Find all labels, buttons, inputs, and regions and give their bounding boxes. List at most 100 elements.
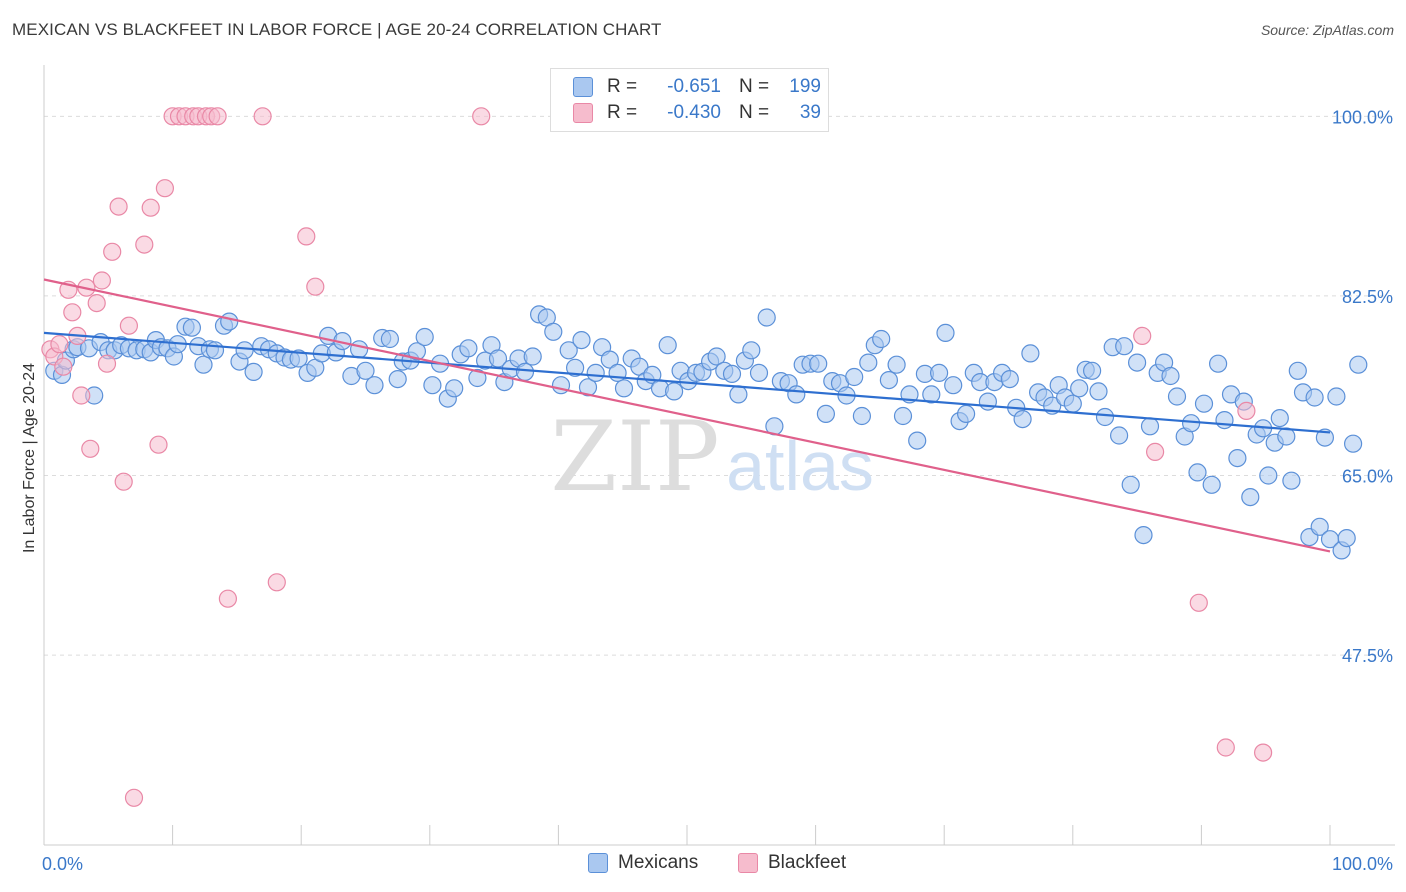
legend-label-mexicans: Mexicans: [618, 852, 699, 873]
y-tick-label-3: 100.0%: [1332, 107, 1393, 127]
legend-n-label: N =: [739, 76, 770, 97]
blackfeet-point-10: [87, 294, 106, 313]
stats-legend: R = -0.651 N = 199 R = -0.430 N = 39: [550, 68, 829, 132]
mexicans-point-118: [879, 371, 899, 390]
mexicans-point-100: [749, 363, 769, 382]
mexicans-point-182: [1305, 388, 1324, 407]
mexicans-point-109: [816, 404, 836, 423]
blackfeet-point-39: [1216, 738, 1235, 757]
mexicans-point-124: [922, 385, 941, 404]
mexicans-point-186: [1327, 387, 1346, 406]
mexicans-point-21: [182, 318, 201, 337]
blackfeet-point-31: [253, 107, 272, 126]
mexicans-point-190: [1349, 355, 1368, 374]
legend-item-blackfeet[interactable]: Blackfeet: [738, 852, 846, 874]
blackfeet-point-40: [1237, 401, 1256, 420]
legend-n-label: N =: [739, 102, 770, 123]
mexicans-point-44: [350, 340, 369, 359]
mexicans-point-114: [852, 406, 872, 426]
legend-n-value-blackfeet: 39: [799, 102, 821, 123]
mexicans-point-79: [600, 350, 619, 369]
mexicans-legend-swatch: [588, 853, 608, 873]
mexicans-point-120: [893, 406, 913, 426]
blackfeet-point-17: [124, 788, 144, 807]
mexicans-point-127: [944, 376, 963, 395]
mexicans-point-178: [1282, 471, 1301, 490]
series-legend: Mexicans Blackfeet: [0, 852, 1406, 876]
mexicans-point-57: [445, 379, 464, 398]
x-tick-label-max: 100.0%: [1332, 854, 1393, 874]
mexicans-point-125: [929, 363, 949, 382]
mexicans-point-81: [614, 379, 634, 398]
mexicans-point-113: [845, 367, 864, 387]
y-tick-label-1: 65.0%: [1342, 467, 1393, 487]
legend-r-value-mexicans: -0.651: [667, 76, 721, 97]
mexicans-point-183: [1310, 517, 1329, 536]
mexicans-point-76: [578, 378, 598, 397]
legend-r-value-blackfeet: -0.430: [667, 102, 721, 123]
blackfeet-point-13: [103, 242, 122, 261]
mexicans-point-30: [244, 362, 263, 381]
mexicans-point-160: [1167, 387, 1187, 406]
blackfeet-point-36: [1133, 326, 1152, 345]
mexicans-point-60: [468, 368, 487, 388]
mexicans-point-49: [388, 370, 407, 389]
blackfeet-point-35: [472, 107, 491, 126]
mexicans-point-45: [356, 361, 375, 380]
mexicans-point-179: [1288, 361, 1307, 380]
blackfeet-point-37: [1145, 442, 1165, 461]
blackfeet-point-21: [155, 179, 174, 198]
y-tick-label-2: 82.5%: [1342, 287, 1393, 307]
blackfeet-point-15: [114, 472, 133, 491]
mexicans-point-132: [978, 392, 998, 411]
blackfeet-point-14: [109, 197, 128, 216]
axes: [43, 65, 1395, 846]
blackfeet-point-38: [1189, 593, 1208, 612]
mexicans-point-154: [1127, 353, 1147, 372]
blackfeet-point-33: [297, 227, 316, 246]
blackfeet-point-32: [267, 573, 286, 592]
mexicans-point-169: [1228, 449, 1247, 468]
mexicans-point-159: [1161, 366, 1180, 386]
mexicans-point-52: [407, 342, 426, 361]
mexicans-point-80: [608, 363, 627, 382]
mexicans-point-96: [722, 364, 742, 383]
mexicans-point-68: [523, 347, 542, 366]
mexicans-point-77: [586, 363, 605, 382]
mexicans-point-151: [1109, 426, 1129, 445]
legend-n-value-mexicans: 199: [789, 76, 821, 97]
mexicans-point-137: [1013, 410, 1032, 429]
mexicans-point-145: [1070, 379, 1089, 398]
legend-label-blackfeet: Blackfeet: [768, 852, 847, 873]
mexicans-point-135: [1000, 370, 1019, 389]
mexicans-point-152: [1115, 337, 1134, 356]
mexicans-point-73: [559, 341, 578, 360]
legend-item-mexicans[interactable]: Mexicans: [588, 852, 698, 874]
blackfeet-point-2: [50, 335, 69, 354]
mexicans-point-189: [1343, 434, 1363, 453]
mexicans-point-74: [565, 358, 585, 377]
mexicans-point-119: [887, 355, 906, 374]
legend-row-blackfeet: R = -0.430 N = 39: [573, 102, 821, 124]
mexicans-point-166: [1208, 354, 1228, 373]
mexicans-point-97: [729, 385, 748, 404]
mexicans-point-148: [1089, 382, 1108, 401]
watermark-zip: ZIP: [550, 401, 719, 513]
blackfeet-point-30: [218, 589, 237, 608]
mexicans-point-29: [235, 341, 254, 360]
mexicans-point-129: [956, 404, 976, 423]
blackfeet-point-41: [1253, 743, 1273, 762]
mexicans-point-36: [289, 349, 308, 368]
mexicans-point-155: [1134, 525, 1153, 545]
mexicans-point-156: [1140, 417, 1160, 436]
legend-r-label: R =: [607, 76, 638, 97]
mexicans-point-46: [365, 376, 384, 395]
mexicans-point-188: [1337, 528, 1356, 548]
mexicans-point-163: [1188, 463, 1207, 482]
mexicans-point-122: [908, 431, 927, 450]
source-label: Source: ZipAtlas.com: [1260, 22, 1394, 38]
blackfeet-point-9: [81, 439, 100, 458]
mexicans-point-99: [742, 341, 761, 360]
mexicans-point-105: [787, 385, 806, 404]
